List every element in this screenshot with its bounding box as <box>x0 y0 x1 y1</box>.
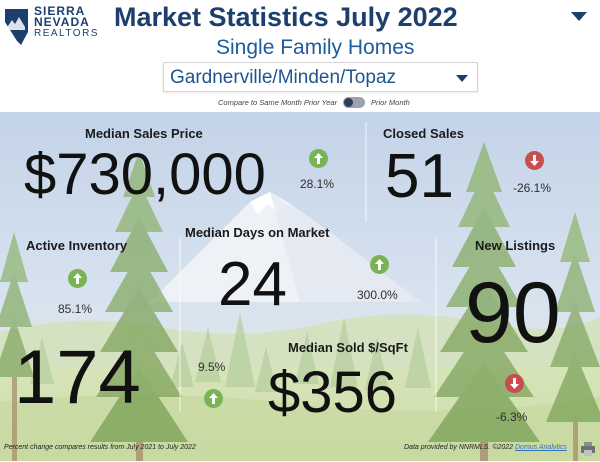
new-listings-value: 90 <box>465 265 561 361</box>
logo-line-2: NEVADA <box>34 15 90 29</box>
arrow-up-icon <box>68 269 87 288</box>
compare-prior-year-label: Compare to Same Month Prior Year <box>218 98 338 107</box>
median-days-on-market-change: 300.0% <box>357 288 398 302</box>
median-days-on-market-value: 24 <box>218 250 287 319</box>
closed-sales-label: Closed Sales <box>383 126 464 141</box>
chevron-down-icon[interactable] <box>571 12 587 21</box>
compare-prior-month-label: Prior Month <box>371 98 410 107</box>
active-inventory-value: 174 <box>14 335 141 420</box>
median-days-on-market-label: Median Days on Market <box>185 225 330 240</box>
median-sales-price-value: $730,000 <box>24 142 266 207</box>
closed-sales-change: -26.1% <box>513 181 552 195</box>
closed-sales-value: 51 <box>385 142 454 211</box>
sierra-nevada-realtors-logo: SIERRA NEVADA REALTORS <box>4 4 104 50</box>
median-sales-price-label: Median Sales Price <box>85 126 203 141</box>
nevada-state-icon <box>5 9 28 45</box>
compare-toggle-row: Compare to Same Month Prior Year Prior M… <box>0 97 600 109</box>
page-title: Market Statistics July 2022 <box>114 2 458 32</box>
compare-toggle[interactable] <box>343 97 365 108</box>
median-sales-price-change: 28.1% <box>300 177 335 191</box>
arrow-down-icon <box>505 374 524 393</box>
location-select[interactable]: Gardnerville/Minden/Topaz <box>163 62 478 92</box>
active-inventory-label: Active Inventory <box>26 238 128 253</box>
location-select-value: Gardnerville/Minden/Topaz <box>170 67 397 88</box>
forest-mountain-illustration <box>0 112 600 461</box>
arrow-up-icon <box>309 149 328 168</box>
toggle-knob <box>344 98 353 107</box>
arrow-down-icon <box>525 151 544 170</box>
arrow-up-icon <box>204 389 223 408</box>
arrow-up-icon <box>370 255 389 274</box>
domus-analytics-link[interactable]: Domus Analytics <box>515 444 567 451</box>
footer-credit-text: Data provided by NNRMLS. ©2022 <box>404 444 514 451</box>
chevron-down-icon <box>456 75 468 82</box>
median-sold-sqft-change: 9.5% <box>198 360 226 374</box>
logo-line-3: REALTORS <box>34 28 99 39</box>
median-sold-sqft-value: $356 <box>268 360 398 425</box>
footer-note: Percent change compares results from Jul… <box>4 444 196 451</box>
logo-line-1: SIERRA <box>34 4 86 18</box>
median-sold-sqft-label: Median Sold $/SqFt <box>288 340 408 355</box>
new-listings-change: -6.3% <box>496 410 528 424</box>
dashboard-header: SIERRA NEVADA REALTORS Market Statistics… <box>0 0 600 112</box>
page-subtitle: Single Family Homes <box>216 36 415 59</box>
printer-icon[interactable] <box>580 441 596 457</box>
background-scene <box>0 112 600 461</box>
active-inventory-change: 85.1% <box>58 302 93 316</box>
footer-credit: Data provided by NNRMLS. ©2022 Domus Ana… <box>404 444 567 451</box>
new-listings-label: New Listings <box>475 238 556 253</box>
